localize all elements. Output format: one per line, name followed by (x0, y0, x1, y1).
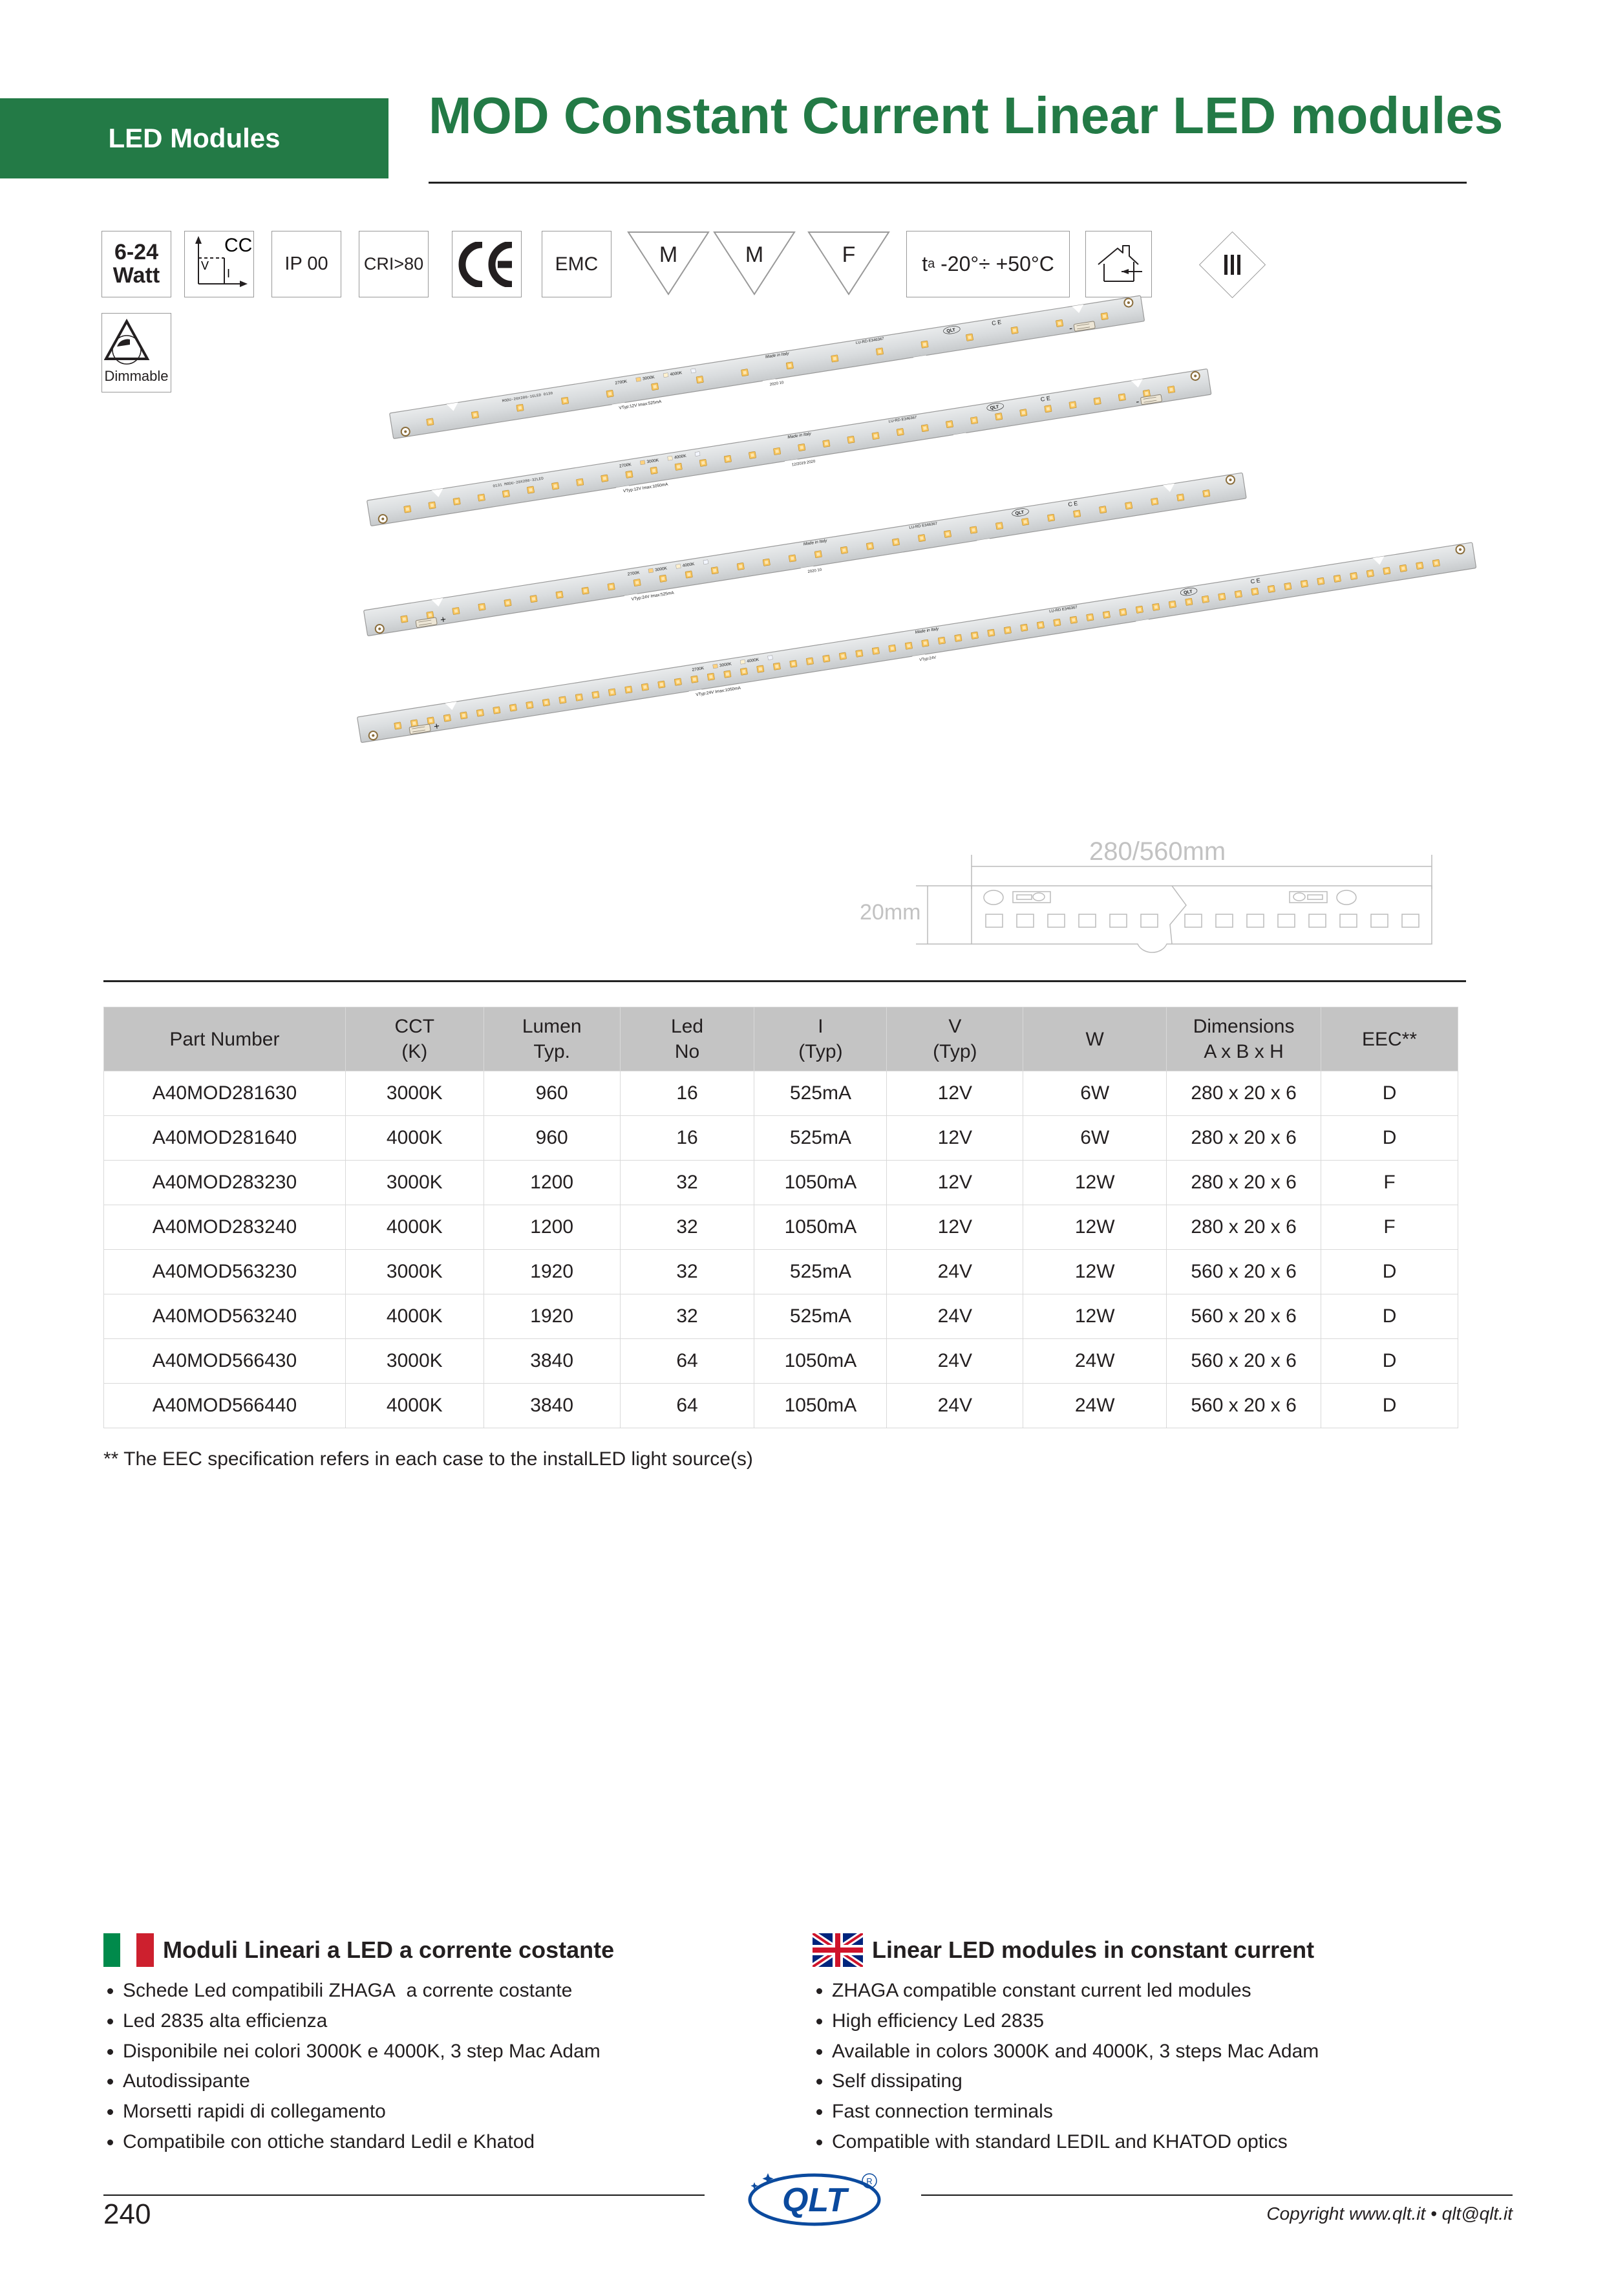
svg-text:CC: CC (224, 235, 251, 256)
svg-text:V: V (201, 259, 209, 272)
svg-text:F: F (842, 242, 856, 267)
svg-text:280/560mm: 280/560mm (1089, 841, 1226, 866)
svg-text:20mm: 20mm (860, 900, 920, 925)
svg-text:M: M (659, 242, 677, 267)
svg-text:I: I (227, 267, 230, 280)
svg-text:M: M (745, 242, 763, 267)
svg-text:R: R (866, 2176, 872, 2186)
svg-text:QLT: QLT (782, 2182, 849, 2219)
